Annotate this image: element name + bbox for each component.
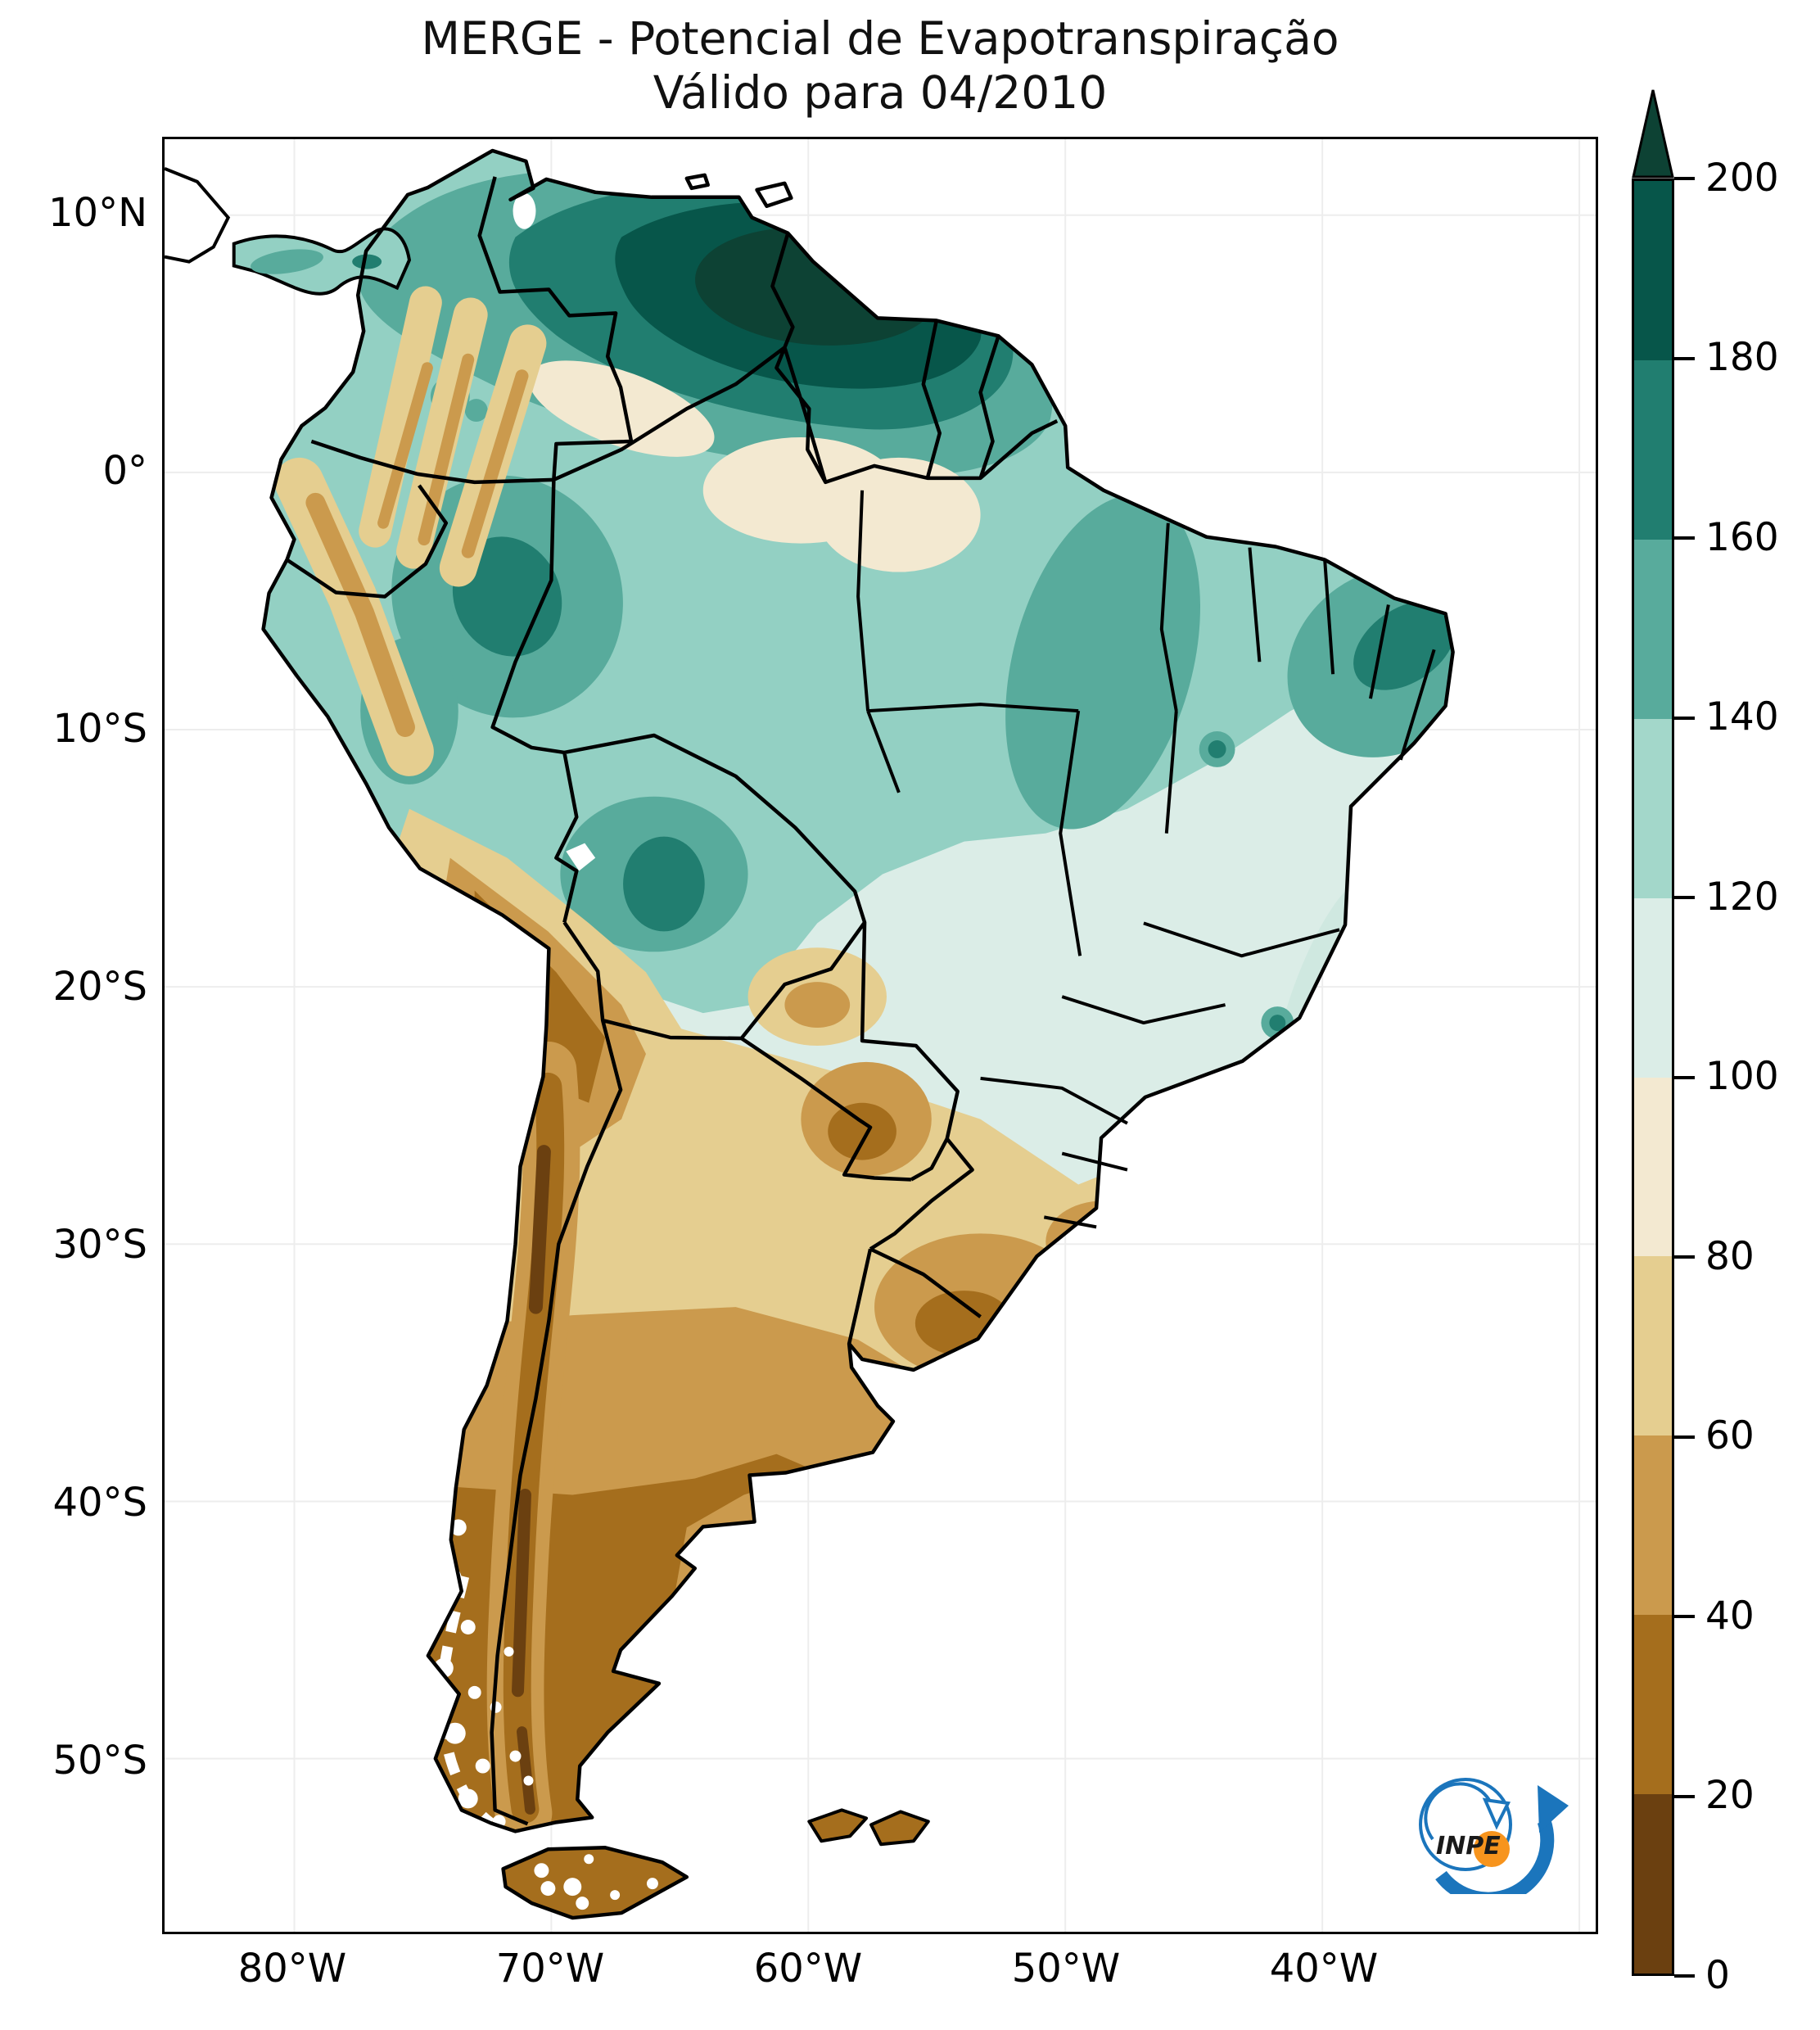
colorbar-tickmark	[1674, 1615, 1695, 1618]
lon-tick-70w: 70°W	[495, 1946, 605, 1992]
colorbar-tick-0: 0	[1705, 1953, 1730, 1998]
colorbar-segment-100-120	[1634, 897, 1672, 1078]
colorbar-segment-0-20	[1634, 1794, 1672, 1974]
lon-tick-40w: 40°W	[1269, 1946, 1379, 1992]
lon-tick-50w: 50°W	[1011, 1946, 1121, 1992]
coastline	[261, 148, 1455, 1920]
contour-fill	[263, 150, 1453, 1919]
central-america	[165, 167, 412, 296]
colorbar-tick-80: 80	[1705, 1234, 1755, 1279]
colorbar-tickmark	[1674, 896, 1695, 899]
lat-tick-20s: 20°S	[52, 964, 147, 1010]
colorbar-tick-180: 180	[1705, 335, 1779, 380]
colorbar-segment-180-200	[1634, 181, 1672, 360]
lat-tick-10n: 10°N	[48, 190, 147, 236]
south-america-map	[165, 139, 1596, 1932]
colorbar-tick-20: 20	[1705, 1773, 1755, 1818]
inpe-logo-text: INPE	[1436, 1832, 1501, 1860]
colorbar-tickmark	[1674, 1795, 1695, 1798]
lon-tick-80w: 80°W	[237, 1946, 347, 1992]
figure-title: MERGE - Potencial de Evapotranspiração V…	[162, 11, 1598, 120]
colorbar-tickmark	[1674, 1435, 1695, 1439]
lon-tick-60w: 60°W	[753, 1946, 863, 1992]
colorbar-tickmark	[1674, 1255, 1695, 1259]
lat-tick-10s: 10°S	[52, 706, 147, 752]
colorbar-tick-40: 40	[1705, 1594, 1755, 1639]
lat-tick-30s: 30°S	[52, 1222, 147, 1268]
colorbar-tick-120: 120	[1705, 875, 1779, 920]
state-borders	[856, 490, 1436, 1229]
colorbar-tick-60: 60	[1705, 1413, 1755, 1458]
title-line-1: MERGE - Potencial de Evapotranspiração	[421, 12, 1339, 65]
colorbar-tick-140: 140	[1705, 694, 1779, 739]
colorbar-segment-140-160	[1634, 539, 1672, 719]
inpe-logo: INPE	[1419, 1778, 1569, 1894]
colorbar-tick-200: 200	[1705, 156, 1779, 201]
falkland-islands	[807, 1808, 930, 1847]
lat-tick-0: 0°	[102, 448, 147, 494]
colorbar-tickmark	[1674, 177, 1695, 180]
lat-tick-40s: 40°S	[52, 1480, 147, 1526]
country-borders	[286, 176, 1059, 1826]
colorbar-segment-60-80	[1634, 1256, 1672, 1436]
colorbar-over-arrow	[1632, 89, 1674, 179]
colorbar-segment-120-140	[1634, 718, 1672, 898]
colorbar-segment-80-100	[1634, 1077, 1672, 1257]
title-line-2: Válido para 04/2010	[653, 66, 1108, 119]
colorbar-tickmark	[1674, 536, 1695, 540]
colorbar-tick-100: 100	[1705, 1054, 1779, 1099]
colorbar-tickmark	[1674, 357, 1695, 360]
lat-tick-50s: 50°S	[52, 1738, 147, 1784]
colorbar	[1632, 179, 1674, 1976]
colorbar-segment-160-180	[1634, 359, 1672, 540]
colorbar-tickmark	[1674, 1076, 1695, 1079]
colorbar-segment-20-40	[1634, 1615, 1672, 1795]
colorbar-tickmark	[1674, 1974, 1695, 1978]
colorbar-tickmark	[1674, 717, 1695, 720]
inpe-logo-swoosh-icon	[1419, 1778, 1569, 1894]
colorbar-tick-160: 160	[1705, 515, 1779, 560]
contour-80-100-patches	[528, 360, 981, 572]
map-frame	[162, 137, 1598, 1934]
colorbar-segment-40-60	[1634, 1435, 1672, 1616]
